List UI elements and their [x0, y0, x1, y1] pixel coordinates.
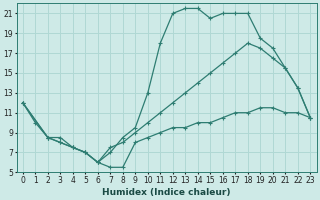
X-axis label: Humidex (Indice chaleur): Humidex (Indice chaleur): [102, 188, 231, 197]
